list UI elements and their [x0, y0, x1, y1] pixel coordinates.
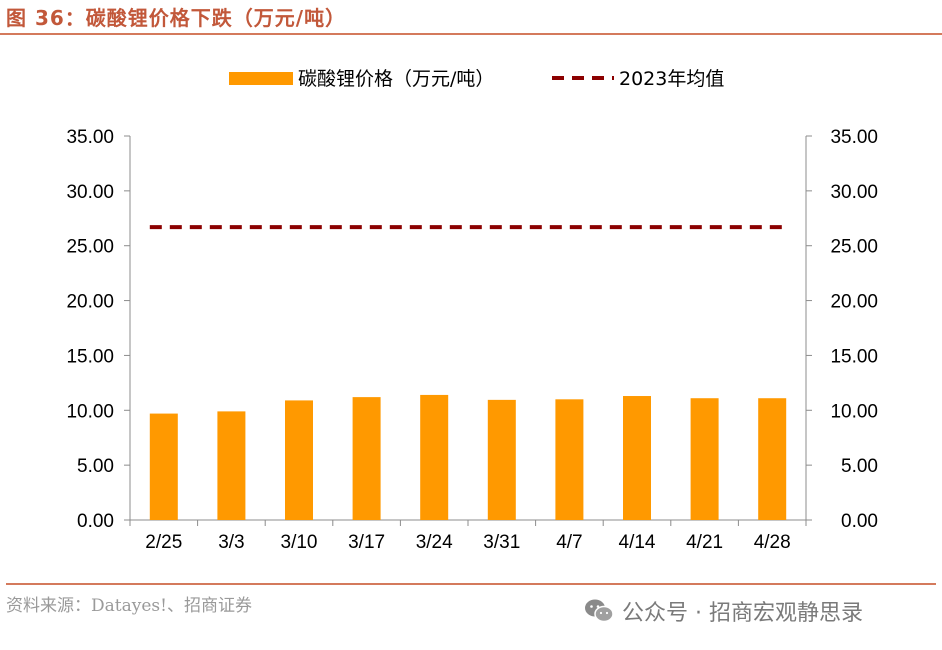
x-tick-label: 4/21: [686, 532, 723, 553]
y-tick-label-right: 30.00: [830, 182, 878, 203]
bar-4/7: [555, 399, 584, 520]
y-tick-label-right: 35.00: [830, 127, 878, 148]
wechat-icon: [585, 599, 614, 623]
bar-3/17: [352, 397, 381, 520]
watermark-text: 公众号 · 招商宏观静思录: [622, 601, 863, 626]
legend-swatch-bar: [229, 72, 293, 85]
figure-title: 图 36：碳酸锂价格下跌（万元/吨）: [6, 6, 347, 30]
bar-3/10: [285, 400, 313, 520]
y-tick-label-left: 0.00: [77, 511, 114, 532]
x-tick-label: 3/3: [218, 532, 244, 553]
bar-3/24: [420, 394, 449, 520]
y-tick-label-right: 15.00: [830, 346, 878, 367]
y-tick-label-right: 25.00: [830, 237, 878, 258]
bar-3/3: [217, 411, 246, 520]
watermark: 公众号 · 招商宏观静思录: [584, 594, 863, 628]
title-rule: [0, 33, 942, 35]
x-tick-label: 4/14: [619, 532, 656, 553]
x-tick-label: 2/25: [145, 532, 182, 553]
y-tick-label-left: 15.00: [66, 346, 114, 367]
bar-3/31: [487, 399, 516, 520]
x-tick-label: 4/28: [754, 532, 791, 553]
bar-4/21: [690, 398, 719, 520]
x-tick-label: 4/7: [556, 532, 582, 553]
bar-2/25: [149, 413, 178, 520]
y-tick-label-left: 30.00: [66, 182, 114, 203]
y-tick-label-left: 20.00: [66, 292, 114, 313]
x-tick-label: 3/17: [348, 532, 385, 553]
y-tick-label-right: 5.00: [841, 456, 878, 477]
legend-label-line: 2023年均值: [619, 68, 724, 90]
y-tick-label-right: 0.00: [841, 511, 878, 532]
x-tick-label: 3/10: [281, 532, 318, 553]
legend: 碳酸锂价格（万元/吨） 2023年均值: [229, 68, 724, 90]
y-tick-label-right: 20.00: [830, 292, 878, 313]
y-tick-label-left: 35.00: [66, 127, 114, 148]
legend-label-bar: 碳酸锂价格（万元/吨）: [298, 68, 494, 90]
source-note: 资料来源：Datayes!、招商证券: [6, 596, 252, 616]
bar-4/14: [623, 396, 651, 520]
bar-chart: 碳酸锂价格（万元/吨） 2023年均值 0.00 5.00 10.00 15.00 20…: [66, 68, 878, 553]
y-tick-label-right: 10.00: [830, 401, 878, 422]
footer-rule: [6, 583, 936, 585]
x-tick-label: 3/24: [416, 532, 453, 553]
y-tick-label-left: 25.00: [66, 237, 114, 258]
y-tick-label-left: 10.00: [66, 401, 114, 422]
y-tick-label-left: 5.00: [77, 456, 114, 477]
bar-4/28: [758, 398, 787, 520]
x-tick-label: 3/31: [483, 532, 520, 553]
